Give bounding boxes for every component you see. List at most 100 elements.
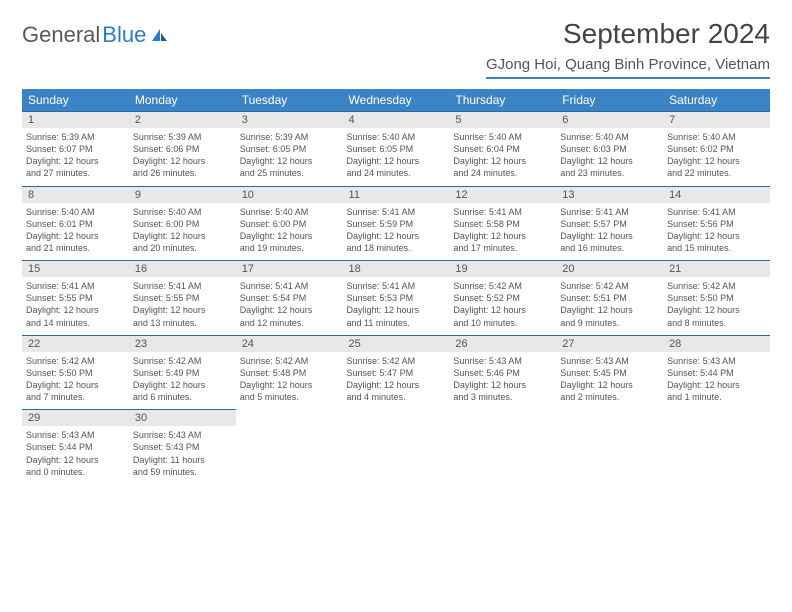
daynum-cell: 25 [343, 335, 450, 352]
daynum-cell: 11 [343, 186, 450, 203]
day-cell: Sunrise: 5:42 AMSunset: 5:48 PMDaylight:… [236, 352, 343, 410]
day-cell: Sunrise: 5:39 AMSunset: 6:07 PMDaylight:… [22, 128, 129, 186]
daynum-cell: 21 [663, 261, 770, 278]
daynum-cell [236, 410, 343, 427]
sunset-line: Sunset: 5:51 PM [560, 292, 659, 304]
daylight-line-1: Daylight: 12 hours [667, 230, 766, 242]
daylight-line-2: and 22 minutes. [667, 167, 766, 179]
daynum-cell: 4 [343, 112, 450, 129]
sunset-line: Sunset: 5:58 PM [453, 218, 552, 230]
sunset-line: Sunset: 6:05 PM [240, 143, 339, 155]
daylight-line-2: and 17 minutes. [453, 242, 552, 254]
daylight-line-2: and 21 minutes. [26, 242, 125, 254]
daylight-line-2: and 24 minutes. [453, 167, 552, 179]
daynum-cell: 24 [236, 335, 343, 352]
week-2-content-row: Sunrise: 5:41 AMSunset: 5:55 PMDaylight:… [22, 277, 770, 335]
month-title: September 2024 [486, 18, 770, 50]
sunset-line: Sunset: 5:54 PM [240, 292, 339, 304]
sunset-line: Sunset: 5:46 PM [453, 367, 552, 379]
daylight-line-2: and 59 minutes. [133, 466, 232, 478]
week-1-content-row: Sunrise: 5:40 AMSunset: 6:01 PMDaylight:… [22, 203, 770, 261]
sunrise-line: Sunrise: 5:40 AM [240, 206, 339, 218]
day-cell: Sunrise: 5:42 AMSunset: 5:47 PMDaylight:… [343, 352, 450, 410]
daynum-cell: 8 [22, 186, 129, 203]
daylight-line-1: Daylight: 12 hours [560, 230, 659, 242]
day-cell: Sunrise: 5:43 AMSunset: 5:43 PMDaylight:… [129, 426, 236, 484]
daynum-cell: 30 [129, 410, 236, 427]
sunset-line: Sunset: 5:56 PM [667, 218, 766, 230]
sunset-line: Sunset: 6:00 PM [240, 218, 339, 230]
daylight-line-2: and 12 minutes. [240, 317, 339, 329]
daynum-cell: 14 [663, 186, 770, 203]
daynum-cell: 18 [343, 261, 450, 278]
day-cell: Sunrise: 5:40 AMSunset: 6:04 PMDaylight:… [449, 128, 556, 186]
daylight-line-1: Daylight: 11 hours [133, 454, 232, 466]
day-cell: Sunrise: 5:39 AMSunset: 6:05 PMDaylight:… [236, 128, 343, 186]
week-4-daynum-row: 2930 [22, 410, 770, 427]
daylight-line-1: Daylight: 12 hours [453, 230, 552, 242]
week-2-daynum-row: 15161718192021 [22, 261, 770, 278]
sunrise-line: Sunrise: 5:39 AM [240, 131, 339, 143]
daylight-line-2: and 3 minutes. [453, 391, 552, 403]
sunset-line: Sunset: 6:05 PM [347, 143, 446, 155]
daylight-line-2: and 18 minutes. [347, 242, 446, 254]
day-cell: Sunrise: 5:40 AMSunset: 6:00 PMDaylight:… [129, 203, 236, 261]
daylight-line-1: Daylight: 12 hours [347, 155, 446, 167]
day-cell: Sunrise: 5:41 AMSunset: 5:56 PMDaylight:… [663, 203, 770, 261]
day-cell: Sunrise: 5:41 AMSunset: 5:55 PMDaylight:… [22, 277, 129, 335]
sunrise-line: Sunrise: 5:40 AM [667, 131, 766, 143]
day-cell: Sunrise: 5:42 AMSunset: 5:50 PMDaylight:… [663, 277, 770, 335]
daynum-cell: 7 [663, 112, 770, 129]
day-cell: Sunrise: 5:40 AMSunset: 6:01 PMDaylight:… [22, 203, 129, 261]
daynum-cell: 16 [129, 261, 236, 278]
daylight-line-2: and 2 minutes. [560, 391, 659, 403]
daylight-line-2: and 8 minutes. [667, 317, 766, 329]
daylight-line-2: and 14 minutes. [26, 317, 125, 329]
sunset-line: Sunset: 6:06 PM [133, 143, 232, 155]
week-3-daynum-row: 22232425262728 [22, 335, 770, 352]
sunset-line: Sunset: 6:07 PM [26, 143, 125, 155]
daylight-line-1: Daylight: 12 hours [133, 155, 232, 167]
daylight-line-2: and 13 minutes. [133, 317, 232, 329]
daylight-line-1: Daylight: 12 hours [26, 155, 125, 167]
sunset-line: Sunset: 5:43 PM [133, 441, 232, 453]
day-cell: Sunrise: 5:42 AMSunset: 5:49 PMDaylight:… [129, 352, 236, 410]
sunset-line: Sunset: 5:47 PM [347, 367, 446, 379]
day-cell: Sunrise: 5:41 AMSunset: 5:55 PMDaylight:… [129, 277, 236, 335]
sunrise-line: Sunrise: 5:41 AM [667, 206, 766, 218]
daynum-cell: 15 [22, 261, 129, 278]
daynum-cell: 12 [449, 186, 556, 203]
daynum-cell [663, 410, 770, 427]
sunrise-line: Sunrise: 5:40 AM [26, 206, 125, 218]
day-header-monday: Monday [129, 89, 236, 112]
daylight-line-2: and 20 minutes. [133, 242, 232, 254]
day-cell: Sunrise: 5:41 AMSunset: 5:54 PMDaylight:… [236, 277, 343, 335]
daylight-line-2: and 9 minutes. [560, 317, 659, 329]
week-0-daynum-row: 1234567 [22, 112, 770, 129]
daylight-line-2: and 23 minutes. [560, 167, 659, 179]
week-0-content-row: Sunrise: 5:39 AMSunset: 6:07 PMDaylight:… [22, 128, 770, 186]
day-header-row: SundayMondayTuesdayWednesdayThursdayFrid… [22, 89, 770, 112]
day-cell: Sunrise: 5:40 AMSunset: 6:03 PMDaylight:… [556, 128, 663, 186]
day-header-thursday: Thursday [449, 89, 556, 112]
day-cell: Sunrise: 5:40 AMSunset: 6:00 PMDaylight:… [236, 203, 343, 261]
daylight-line-1: Daylight: 12 hours [26, 230, 125, 242]
daynum-cell: 5 [449, 112, 556, 129]
sunset-line: Sunset: 5:44 PM [26, 441, 125, 453]
sunrise-line: Sunrise: 5:41 AM [453, 206, 552, 218]
sunset-line: Sunset: 5:52 PM [453, 292, 552, 304]
sunset-line: Sunset: 5:55 PM [26, 292, 125, 304]
sunrise-line: Sunrise: 5:42 AM [560, 280, 659, 292]
daylight-line-2: and 27 minutes. [26, 167, 125, 179]
daynum-cell: 19 [449, 261, 556, 278]
day-header-friday: Friday [556, 89, 663, 112]
daylight-line-1: Daylight: 12 hours [560, 379, 659, 391]
daylight-line-2: and 25 minutes. [240, 167, 339, 179]
sunset-line: Sunset: 6:03 PM [560, 143, 659, 155]
daynum-cell: 27 [556, 335, 663, 352]
sunrise-line: Sunrise: 5:41 AM [347, 280, 446, 292]
sunset-line: Sunset: 6:02 PM [667, 143, 766, 155]
sunset-line: Sunset: 6:04 PM [453, 143, 552, 155]
sunset-line: Sunset: 5:48 PM [240, 367, 339, 379]
sunrise-line: Sunrise: 5:43 AM [453, 355, 552, 367]
